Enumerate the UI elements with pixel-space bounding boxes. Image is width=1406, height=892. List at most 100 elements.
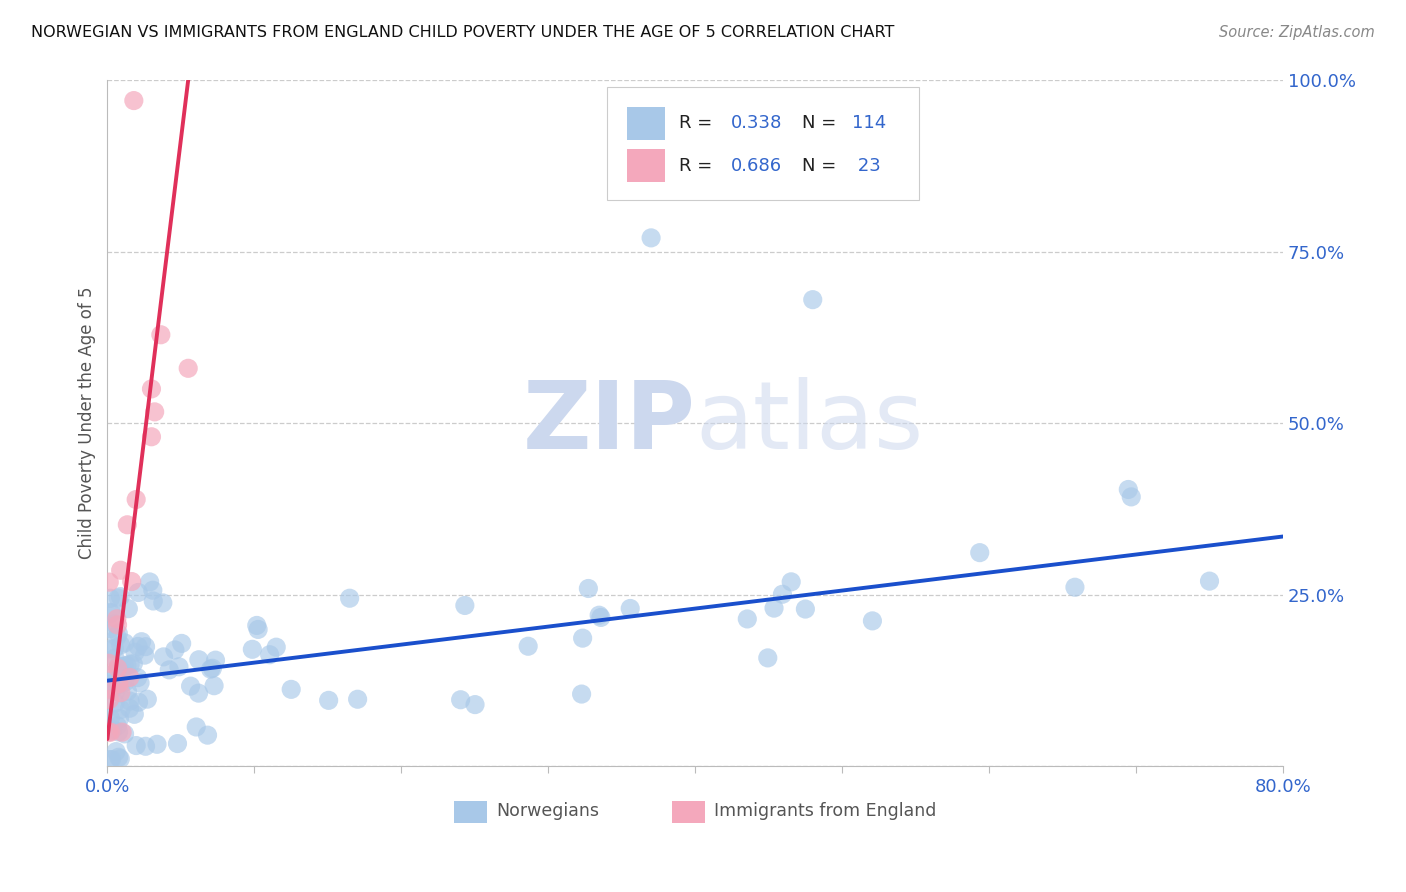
- Point: [98, 692, 121, 706]
- Text: 114: 114: [852, 114, 886, 132]
- Y-axis label: Child Poverty Under the Age of 5: Child Poverty Under the Age of 5: [79, 287, 96, 559]
- Point: [108, 712, 131, 726]
- Point: [143, 405, 166, 419]
- Point: [201, 661, 224, 675]
- Bar: [627, 149, 665, 182]
- Text: Immigrants from England: Immigrants from England: [714, 802, 936, 820]
- Point: [152, 649, 174, 664]
- Point: [114, 675, 136, 690]
- Point: [107, 659, 129, 673]
- Point: [104, 617, 127, 632]
- Point: [112, 659, 135, 673]
- Point: [118, 701, 141, 715]
- Point: [801, 293, 824, 307]
- Point: [464, 698, 486, 712]
- Bar: [672, 801, 704, 823]
- Text: ZIP: ZIP: [522, 377, 695, 469]
- Text: 23: 23: [852, 157, 880, 175]
- Point: [105, 612, 128, 626]
- Point: [104, 696, 127, 710]
- Point: [134, 648, 156, 662]
- Point: [111, 662, 134, 676]
- Point: [115, 658, 138, 673]
- Point: [780, 574, 803, 589]
- Text: 0.338: 0.338: [731, 114, 782, 132]
- Point: [110, 677, 132, 691]
- Point: [264, 640, 287, 655]
- Text: atlas: atlas: [695, 377, 924, 469]
- Point: [135, 739, 157, 754]
- Point: [969, 546, 991, 560]
- Point: [108, 661, 131, 675]
- Point: [97, 725, 120, 739]
- Point: [117, 601, 139, 615]
- Point: [142, 594, 165, 608]
- Point: [98, 622, 121, 636]
- Point: [98, 591, 121, 606]
- Text: R =: R =: [679, 114, 717, 132]
- Point: [177, 361, 200, 376]
- Point: [127, 640, 149, 654]
- Point: [1121, 490, 1143, 504]
- Point: [737, 612, 759, 626]
- Point: [98, 642, 121, 657]
- Point: [1116, 483, 1139, 497]
- Point: [149, 327, 172, 342]
- Point: [103, 679, 125, 693]
- Point: [104, 684, 127, 698]
- Point: [100, 725, 122, 739]
- Point: [110, 638, 132, 652]
- Point: [117, 517, 139, 532]
- Point: [105, 745, 128, 759]
- Point: [619, 601, 641, 615]
- Point: [588, 608, 610, 623]
- Point: [110, 752, 132, 766]
- FancyBboxPatch shape: [607, 87, 918, 200]
- Point: [117, 684, 139, 698]
- Point: [125, 492, 148, 507]
- Point: [187, 686, 209, 700]
- Point: [346, 692, 368, 706]
- Point: [100, 723, 122, 738]
- Point: [110, 590, 132, 604]
- Point: [640, 231, 662, 245]
- Point: [110, 563, 132, 577]
- Point: [163, 643, 186, 657]
- Point: [170, 636, 193, 650]
- Point: [127, 671, 149, 685]
- Point: [108, 676, 131, 690]
- Point: [204, 653, 226, 667]
- Point: [146, 737, 169, 751]
- Point: [576, 582, 599, 596]
- Point: [128, 695, 150, 709]
- Point: [280, 682, 302, 697]
- Point: [98, 674, 121, 689]
- Point: [180, 679, 202, 693]
- Point: [107, 661, 129, 675]
- Point: [166, 737, 188, 751]
- Text: NORWEGIAN VS IMMIGRANTS FROM ENGLAND CHILD POVERTY UNDER THE AGE OF 5 CORRELATIO: NORWEGIAN VS IMMIGRANTS FROM ENGLAND CHI…: [31, 25, 894, 40]
- Point: [136, 692, 159, 706]
- Point: [104, 651, 127, 665]
- Point: [259, 648, 281, 662]
- Point: [110, 703, 132, 717]
- Point: [98, 682, 121, 697]
- Text: 0.686: 0.686: [731, 157, 782, 175]
- Point: [157, 663, 180, 677]
- Point: [121, 574, 143, 589]
- Point: [98, 677, 121, 691]
- Point: [135, 640, 157, 654]
- Point: [127, 585, 149, 599]
- Point: [131, 634, 153, 648]
- Point: [122, 657, 145, 671]
- Point: [107, 591, 129, 605]
- Point: [122, 94, 145, 108]
- Text: N =: N =: [803, 114, 842, 132]
- Text: Source: ZipAtlas.com: Source: ZipAtlas.com: [1219, 25, 1375, 40]
- Point: [763, 601, 786, 615]
- Point: [141, 430, 163, 444]
- Text: Norwegians: Norwegians: [496, 802, 599, 820]
- Point: [589, 610, 612, 624]
- Point: [105, 719, 128, 733]
- Point: [124, 645, 146, 659]
